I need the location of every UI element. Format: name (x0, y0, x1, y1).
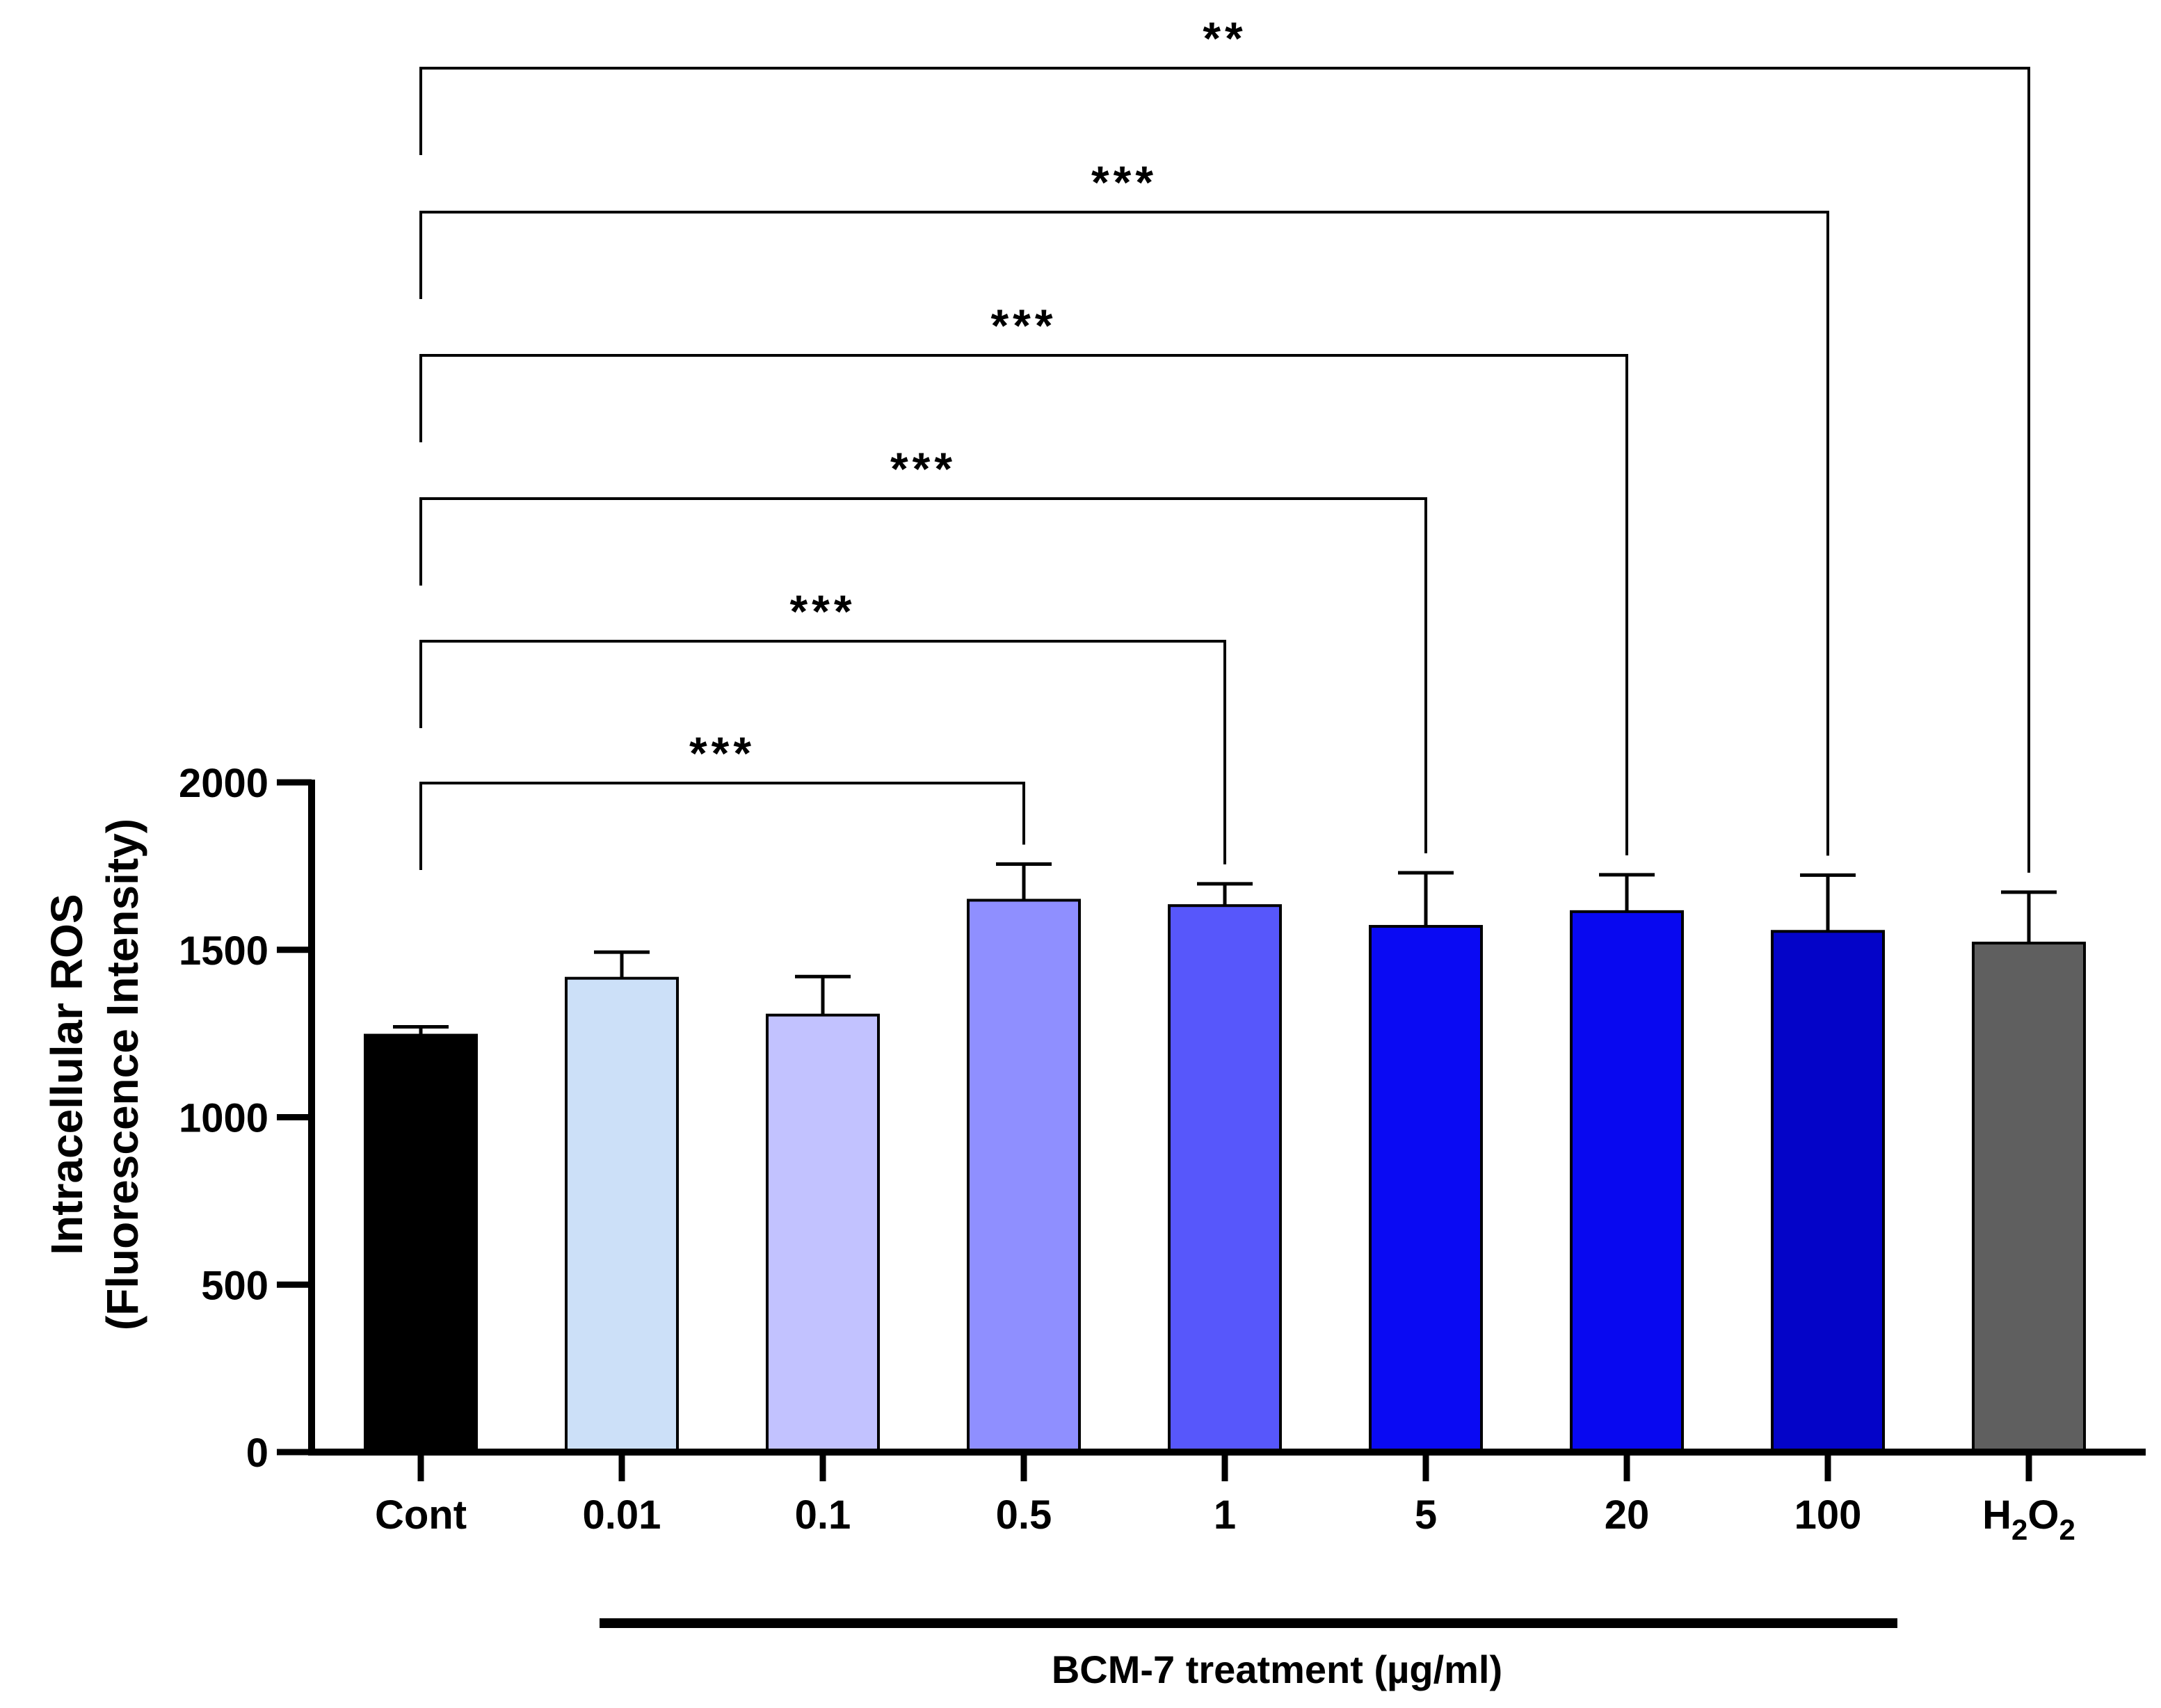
significance-bracket-100 (419, 211, 1829, 856)
bar-0.1 (766, 1013, 880, 1453)
y-tick-label-1000: 1000 (179, 1096, 268, 1141)
bar-20 (1570, 910, 1684, 1453)
significance-label-1: *** (789, 586, 855, 637)
bar-100 (1771, 930, 1885, 1453)
bar-Cont (364, 1033, 478, 1453)
significance-bracket-1 (419, 640, 1226, 864)
significance-label-100: *** (1091, 156, 1157, 208)
x-tick-label-0.5: 0.5 (996, 1492, 1052, 1538)
significance-bracket-0.5 (419, 782, 1025, 870)
x-tick-label-Cont: Cont (375, 1492, 467, 1538)
bar-0.01 (565, 976, 679, 1453)
x-ticks: Cont 0.01 0.1 0.5 1 5 20 100 H2O2 (375, 1452, 2075, 1546)
x-tick-label-5: 5 (1415, 1492, 1437, 1538)
y-ticks: 0 500 1000 1500 2000 (179, 761, 312, 1476)
x-tick-label-0.01: 0.01 (583, 1492, 661, 1538)
x-tick-label-20: 20 (1605, 1492, 1650, 1538)
treatment-group-bracket: BCM-7 treatment (µg/ml) (600, 1618, 1897, 1691)
y-axis-title-line1: Intracellular ROS (42, 894, 92, 1255)
significance-label-0.5: *** (689, 727, 755, 779)
significance-bracket-H2O2 (419, 67, 2030, 873)
bar-1 (1168, 904, 1282, 1453)
y-axis-title: Intracellular ROS (Fluorescence Intensit… (42, 819, 147, 1330)
significance-label-5: *** (890, 443, 956, 494)
y-axis-title-line2: (Fluorescence Intensity) (97, 819, 147, 1330)
significance-brackets: ***************** (419, 13, 2030, 873)
significance-label-20: *** (990, 300, 1057, 351)
y-tick-label-0: 0 (246, 1431, 268, 1476)
bar-H2O2 (1972, 942, 2086, 1453)
bar-5 (1369, 925, 1483, 1454)
significance-bracket-5 (419, 497, 1427, 854)
x-tick-label-100: 100 (1794, 1492, 1862, 1538)
x-tick-label-0.1: 0.1 (795, 1492, 851, 1538)
y-tick-label-1500: 1500 (179, 928, 268, 974)
error-bars (393, 862, 2057, 1036)
y-tick-label-2000: 2000 (179, 761, 268, 806)
x-tick-label-H2O2: H2O2 (1982, 1492, 2075, 1546)
bar-0.5 (967, 899, 1081, 1454)
x-tick-label-1: 1 (1214, 1492, 1236, 1538)
treatment-group-label: BCM-7 treatment (µg/ml) (1052, 1647, 1502, 1691)
significance-bracket-20 (419, 354, 1628, 855)
y-tick-label-500: 500 (201, 1263, 268, 1308)
significance-label-H2O2: ** (1203, 13, 1246, 64)
bars (364, 899, 2086, 1454)
